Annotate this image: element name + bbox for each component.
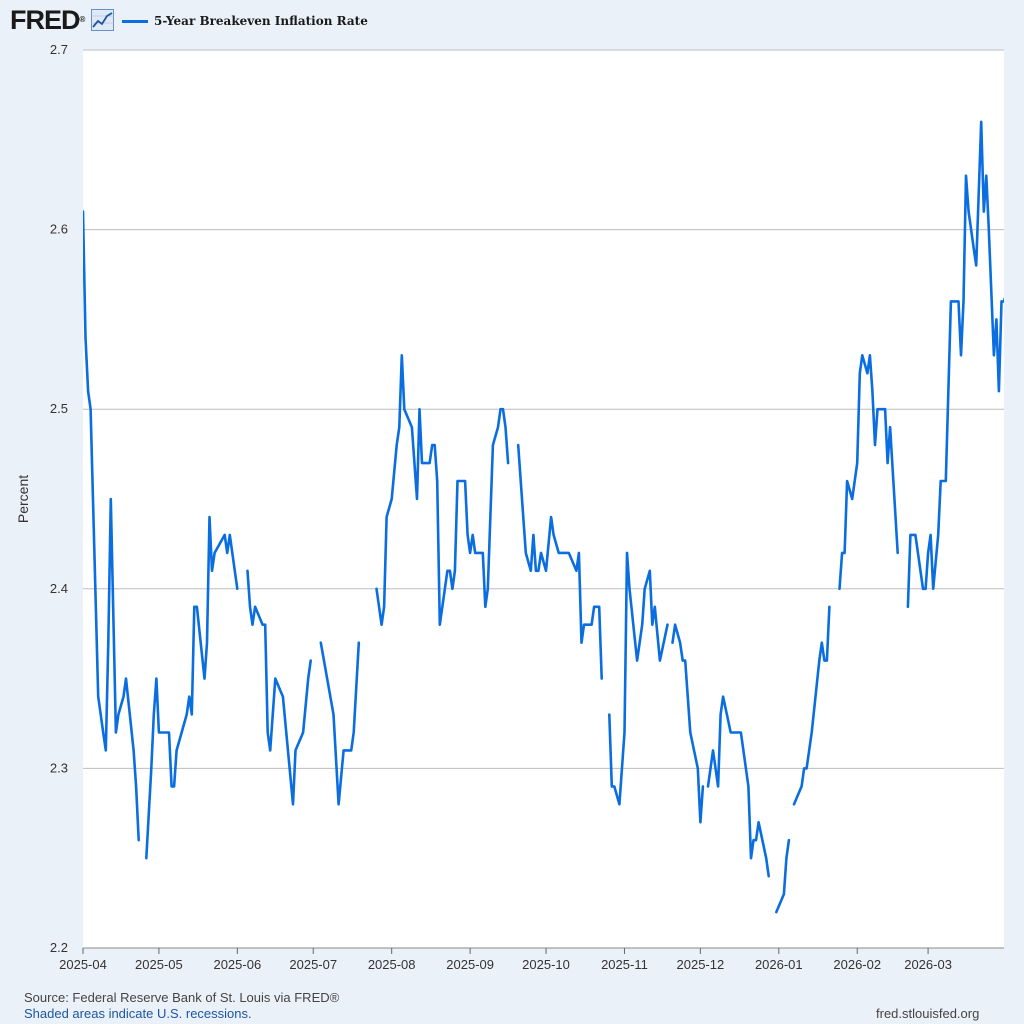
plot-area (83, 50, 1004, 948)
y-tick-label: 2.7 (50, 42, 68, 57)
site-url[interactable]: fred.stlouisfed.org (876, 1006, 980, 1021)
x-tick-label: 2026-02 (833, 957, 881, 972)
y-axis-label: Percent (15, 475, 31, 523)
legend-swatch (122, 19, 148, 23)
x-tick-label: 2025-10 (522, 957, 570, 972)
fred-logo[interactable]: FRED® (10, 4, 85, 36)
y-tick-label: 2.4 (50, 581, 68, 596)
recession-note[interactable]: Shaded areas indicate U.S. recessions. (24, 1006, 252, 1021)
y-tick-label: 2.6 (50, 222, 68, 237)
x-tick-label: 2025-11 (601, 957, 648, 972)
series-line (671, 623, 705, 824)
series-line (319, 641, 361, 806)
chart-legend[interactable]: 5-Year Breakeven Inflation Rate (122, 12, 368, 30)
x-tick-label: 2025-09 (446, 957, 494, 972)
series-line (906, 120, 1004, 609)
series-line (83, 210, 140, 842)
legend-series-label: 5-Year Breakeven Inflation Rate (154, 14, 368, 28)
series-line (246, 569, 313, 806)
x-tick-label: 2026-03 (904, 957, 952, 972)
x-tick-label: 2025-04 (59, 957, 107, 972)
x-tick-label: 2025-08 (368, 957, 416, 972)
chart-header: FRED® 5-Year Breakeven Inflation Rate (0, 0, 1024, 40)
line-chart: 2.2 2.3 2.4 2.5 2.6 2.7 2025-04 2025-05 2025-06 2… (15, 42, 1004, 972)
series-line (838, 353, 900, 591)
line-chart-icon[interactable] (91, 9, 114, 31)
chart-footer: Source: Federal Reserve Bank of St. Loui… (24, 990, 339, 1022)
source-note: Source: Federal Reserve Bank of St. Loui… (24, 990, 340, 1005)
x-tick-label: 2025-12 (677, 957, 725, 972)
x-tick-label: 2025-06 (213, 957, 261, 972)
x-tick-label: 2026-01 (755, 957, 803, 972)
x-tick-label: 2025-07 (289, 957, 337, 972)
series-line (706, 695, 771, 878)
series-line (145, 515, 239, 860)
series-line (774, 838, 791, 914)
series-line (792, 605, 831, 806)
y-tick-label: 2.2 (50, 940, 68, 955)
fred-logo-reg: ® (79, 15, 86, 24)
series-line (516, 443, 604, 680)
x-tick-label: 2025-05 (135, 957, 183, 972)
series-line (375, 353, 510, 627)
y-tick-label: 2.5 (50, 401, 68, 416)
y-tick-label: 2.3 (50, 760, 68, 775)
fred-logo-text: FRED (10, 5, 80, 35)
series-line (607, 551, 669, 806)
